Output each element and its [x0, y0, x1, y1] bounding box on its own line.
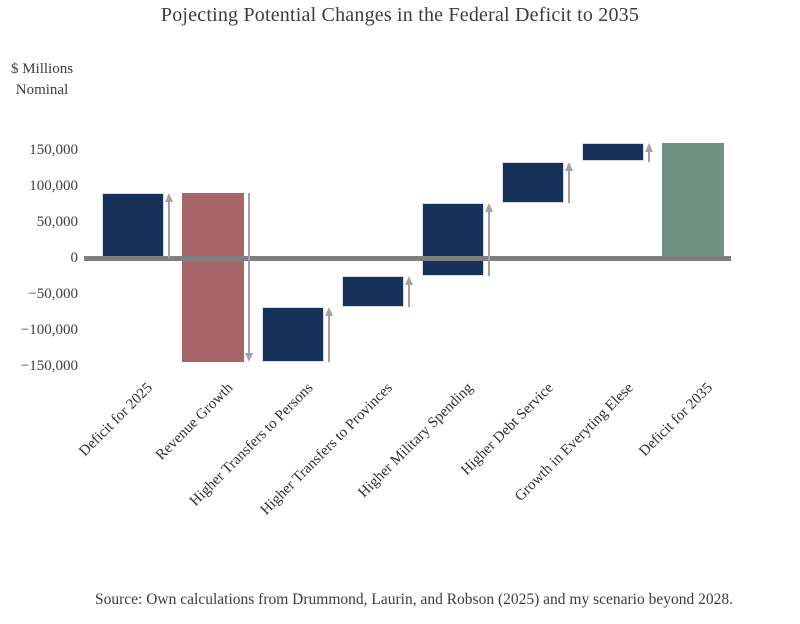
source-note: Source: Own calculations from Drummond, … — [95, 591, 733, 608]
down-arrow-icon-revenue-growth — [245, 193, 254, 362]
up-arrow-icon-higher-debt-service — [565, 161, 574, 203]
bar-deficit-for-2035 — [662, 142, 724, 258]
arrow-shaft — [648, 148, 650, 162]
y-axis-unit-line1: $ Millions — [10, 61, 74, 77]
x-axis-label-deficit-for-2035: Deficit for 2035 — [636, 380, 717, 460]
arrow-head — [645, 142, 653, 152]
arrow-head — [405, 276, 413, 285]
x-axis-label-higher-transfers-to-provinces: Higher Transfers to Provinces — [258, 380, 397, 519]
y-tick-150-000: −150,000 — [20, 358, 78, 374]
arrow-head — [245, 352, 253, 362]
arrow-head — [565, 161, 573, 171]
y-tick-0: 0 — [70, 250, 79, 266]
zero-axis-line — [84, 255, 731, 261]
up-arrow-icon-higher-transfers-to-persons — [325, 307, 334, 362]
bar-higher-debt-service — [502, 161, 564, 203]
bar-revenue-growth — [182, 193, 244, 362]
up-arrow-icon-higher-transfers-to-provinces — [405, 276, 414, 307]
y-tick-50-000: −50,000 — [28, 286, 78, 302]
bar-higher-military-spending — [422, 202, 484, 276]
y-tick-100-000: 100,000 — [29, 178, 78, 194]
arrow-head — [485, 202, 493, 212]
arrow-shaft — [488, 208, 490, 277]
bar-growth-in-everyting-elese — [582, 142, 644, 162]
arrow-shaft — [248, 193, 250, 356]
x-axis-label-revenue-growth: Revenue Growth — [152, 380, 237, 464]
bar-higher-transfers-to-provinces — [342, 276, 404, 307]
y-axis-unit-label: $ Millions Nominal — [2, 59, 82, 101]
y-axis-unit-line2: Nominal — [15, 82, 69, 98]
x-axis-label-deficit-for-2025: Deficit for 2025 — [76, 380, 157, 460]
y-tick-100-000: −100,000 — [20, 322, 78, 338]
up-arrow-icon-growth-in-everyting-elese — [645, 142, 654, 162]
arrow-shaft — [408, 282, 410, 307]
chart-title: Pojecting Potential Changes in the Feder… — [160, 4, 640, 26]
y-tick-50-000: 50,000 — [36, 214, 78, 230]
arrow-head — [325, 307, 333, 316]
arrow-shaft — [328, 313, 330, 362]
bar-higher-transfers-to-persons — [262, 307, 324, 362]
bar-deficit-for-2025 — [102, 193, 164, 258]
arrow-shaft — [168, 199, 170, 258]
up-arrow-icon-deficit-for-2025 — [165, 193, 174, 258]
arrow-head — [165, 193, 173, 203]
y-tick-150-000: 150,000 — [29, 142, 78, 158]
up-arrow-icon-higher-military-spending — [485, 202, 494, 277]
arrow-shaft — [568, 167, 570, 203]
